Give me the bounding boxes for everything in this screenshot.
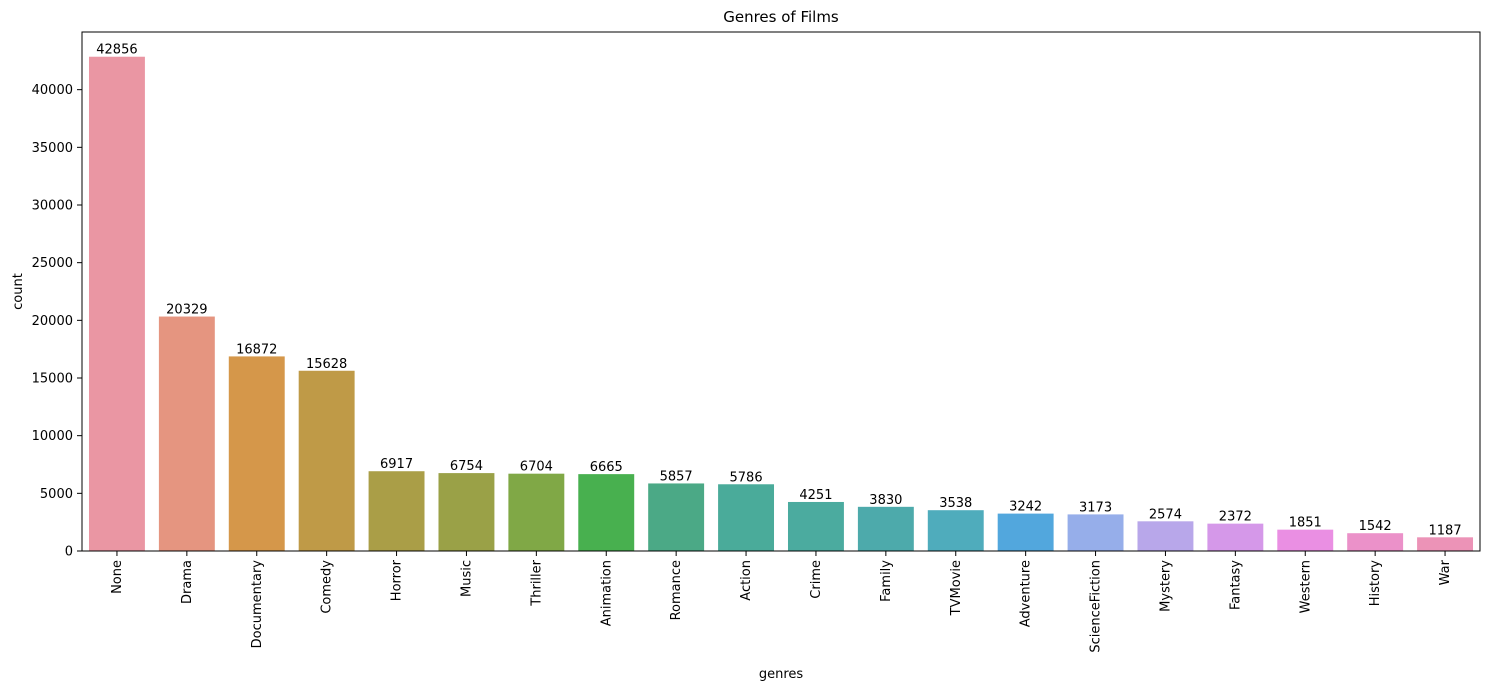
value-label-horror: 6917 bbox=[380, 457, 413, 472]
bar-history bbox=[1347, 533, 1404, 551]
bar-crime bbox=[787, 501, 844, 551]
x-tick-label-family: Family bbox=[879, 560, 894, 602]
value-label-animation: 6665 bbox=[590, 460, 623, 475]
value-label-war: 1187 bbox=[1429, 523, 1462, 538]
value-label-fantasy: 2372 bbox=[1219, 510, 1252, 525]
bar-western bbox=[1277, 529, 1334, 551]
y-tick-label: 20000 bbox=[32, 314, 73, 329]
x-tick-label-romance: Romance bbox=[669, 560, 684, 620]
y-tick-label: 5000 bbox=[40, 487, 73, 502]
bar-mystery bbox=[1137, 521, 1194, 551]
bar-adventure bbox=[997, 513, 1054, 551]
bar-tvmovie bbox=[927, 510, 984, 551]
bar-romance bbox=[648, 483, 705, 551]
x-tick-label-sciencefiction: ScienceFiction bbox=[1089, 560, 1104, 653]
x-tick-label-thriller: Thriller bbox=[529, 559, 544, 606]
value-label-comedy: 15628 bbox=[306, 357, 347, 372]
y-axis-title: count bbox=[11, 273, 26, 310]
bar-animation bbox=[578, 474, 635, 551]
y-tick-label: 30000 bbox=[32, 199, 73, 214]
x-tick-label-horror: Horror bbox=[390, 559, 405, 601]
bar-music bbox=[438, 473, 495, 551]
bar-fantasy bbox=[1207, 523, 1264, 551]
value-labels-layer: 42856 20329 16872 15628 6917 6754 6704 6665 5857… bbox=[96, 43, 1461, 539]
y-axis: 0 5000 10000 15000 20000 25000 30000 35000 40000 bbox=[32, 83, 82, 560]
bar-family bbox=[857, 506, 914, 551]
bars-layer bbox=[88, 56, 1474, 551]
value-label-crime: 4251 bbox=[799, 488, 832, 503]
x-tick-label-music: Music bbox=[459, 560, 474, 597]
value-label-mystery: 2574 bbox=[1149, 507, 1182, 522]
x-tick-label-war: War bbox=[1438, 559, 1453, 585]
x-tick-label-drama: Drama bbox=[180, 560, 195, 604]
x-tick-label-tvmovie: TVMovie bbox=[949, 560, 964, 616]
x-tick-label-crime: Crime bbox=[809, 560, 824, 599]
plot-frame bbox=[81, 31, 1481, 552]
x-tick-label-documentary: Documentary bbox=[250, 560, 265, 649]
y-tick-label: 40000 bbox=[32, 83, 73, 98]
bar-war bbox=[1417, 537, 1474, 551]
value-label-none: 42856 bbox=[96, 43, 137, 58]
value-label-documentary: 16872 bbox=[236, 342, 277, 357]
x-tick-label-comedy: Comedy bbox=[320, 560, 335, 614]
x-tick-label-none: None bbox=[110, 560, 125, 594]
bar-documentary bbox=[228, 356, 285, 551]
y-tick-label: 0 bbox=[65, 545, 73, 560]
value-label-action: 5786 bbox=[730, 470, 763, 485]
value-label-romance: 5857 bbox=[660, 469, 693, 484]
value-label-tvmovie: 3538 bbox=[939, 496, 972, 511]
bar-comedy bbox=[298, 370, 355, 551]
x-tick-label-animation: Animation bbox=[599, 560, 614, 626]
x-axis-title: genres bbox=[759, 667, 804, 682]
bar-drama bbox=[158, 316, 215, 551]
bar-sciencefiction bbox=[1067, 514, 1124, 551]
x-tick-label-western: Western bbox=[1298, 560, 1313, 613]
y-tick-label: 35000 bbox=[32, 141, 73, 156]
value-label-music: 6754 bbox=[450, 459, 483, 474]
x-tick-label-fantasy: Fantasy bbox=[1228, 560, 1243, 610]
y-tick-label: 25000 bbox=[32, 256, 73, 271]
value-label-drama: 20329 bbox=[166, 303, 207, 318]
bar-action bbox=[718, 484, 775, 551]
y-tick-label: 10000 bbox=[32, 429, 73, 444]
value-label-adventure: 3242 bbox=[1009, 500, 1042, 515]
value-label-sciencefiction: 3173 bbox=[1079, 500, 1112, 515]
value-label-history: 1542 bbox=[1359, 519, 1392, 534]
bar-thriller bbox=[508, 473, 565, 551]
x-tick-label-mystery: Mystery bbox=[1158, 560, 1173, 612]
y-tick-label: 15000 bbox=[32, 372, 73, 387]
value-label-western: 1851 bbox=[1289, 516, 1322, 531]
value-label-family: 3830 bbox=[869, 493, 902, 508]
chart-title: Genres of Films bbox=[723, 8, 839, 26]
x-tick-label-action: Action bbox=[739, 560, 754, 601]
value-label-thriller: 6704 bbox=[520, 460, 553, 475]
x-tick-label-adventure: Adventure bbox=[1019, 560, 1034, 627]
x-axis: None Drama Documentary Comedy Horror Music Thr… bbox=[110, 551, 1453, 653]
x-tick-label-history: History bbox=[1368, 560, 1383, 607]
bar-none bbox=[88, 56, 145, 551]
bar-horror bbox=[368, 471, 425, 551]
